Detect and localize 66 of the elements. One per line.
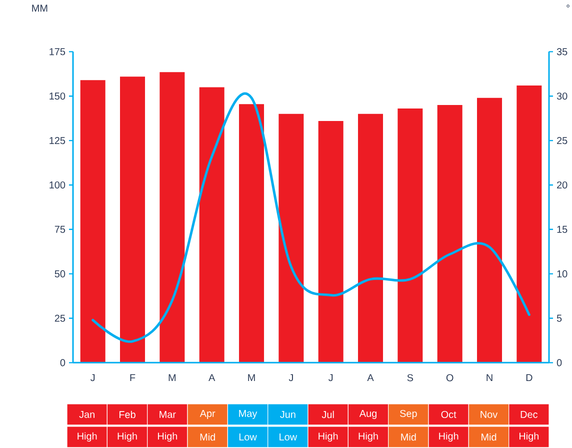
category-label: Apr bbox=[200, 410, 216, 419]
text: Mid bbox=[482, 433, 496, 441]
bar bbox=[239, 104, 264, 363]
text: High bbox=[118, 432, 137, 442]
x-tick-label: S bbox=[407, 374, 414, 382]
text: High bbox=[318, 432, 338, 442]
bar bbox=[437, 105, 462, 363]
y-tick-label: 150 bbox=[50, 92, 66, 100]
y-axis-title: MM bbox=[32, 4, 48, 12]
y2-tick-label: 35 bbox=[556, 48, 568, 56]
text: Mid bbox=[401, 433, 416, 441]
text: High bbox=[519, 432, 539, 442]
x-tick-label: O bbox=[446, 374, 454, 382]
y2-tick-label: 25 bbox=[557, 137, 568, 144]
bar bbox=[516, 85, 542, 363]
y-tick-label: 175 bbox=[50, 48, 66, 56]
text: Low bbox=[239, 434, 257, 440]
category-label: Mar bbox=[160, 411, 176, 418]
y-tick-label: 0 bbox=[60, 359, 66, 366]
y2-tick-label: 20 bbox=[557, 181, 568, 188]
y-tick-label: 100 bbox=[50, 181, 66, 188]
x-tick-label: F bbox=[130, 374, 136, 382]
bar bbox=[80, 80, 106, 363]
category-label: Dec bbox=[520, 411, 538, 418]
category-label: Feb bbox=[119, 410, 136, 418]
x-tick-label: D bbox=[526, 374, 532, 382]
category-label: Aug bbox=[359, 410, 376, 419]
x-tick-label: N bbox=[486, 374, 492, 382]
category-label: May bbox=[239, 410, 258, 419]
bar bbox=[120, 76, 146, 363]
bar bbox=[199, 87, 224, 363]
bar bbox=[358, 114, 384, 363]
text: Low bbox=[280, 434, 298, 440]
category-label: Jan bbox=[79, 411, 94, 418]
x-tick-label: A bbox=[367, 374, 374, 382]
y2-axis-title: ° bbox=[566, 4, 570, 8]
x-tick-label: J bbox=[90, 374, 95, 382]
category-label: Oct bbox=[441, 410, 456, 418]
y2-tick-label: 10 bbox=[557, 270, 568, 278]
y2-tick-label: 30 bbox=[556, 92, 568, 100]
category-label: Sep bbox=[400, 410, 417, 419]
text: High bbox=[358, 432, 378, 442]
bar bbox=[398, 108, 423, 363]
x-tick-label: J bbox=[288, 374, 293, 382]
x-tick-label: J bbox=[328, 374, 333, 382]
y2-tick-label: 15 bbox=[557, 226, 568, 233]
category-label: Jul bbox=[322, 410, 334, 418]
bar bbox=[278, 114, 304, 363]
y-tick-label: 50 bbox=[54, 270, 66, 278]
text: Mid bbox=[200, 433, 215, 441]
bar bbox=[477, 98, 502, 363]
x-tick-label: M bbox=[168, 374, 176, 382]
bar bbox=[160, 72, 185, 363]
y2-tick-label: 0 bbox=[556, 359, 562, 366]
y-tick-label: 75 bbox=[54, 226, 66, 233]
category-label: Jun bbox=[280, 411, 296, 418]
text: High bbox=[158, 432, 178, 442]
text: High bbox=[78, 432, 97, 442]
y-tick-label: 25 bbox=[54, 314, 66, 322]
y2-tick-label: 5 bbox=[556, 314, 562, 322]
bar bbox=[318, 120, 344, 363]
x-tick-label: A bbox=[208, 374, 216, 382]
y-tick-label: 125 bbox=[50, 137, 66, 144]
category-label: Nov bbox=[480, 411, 498, 418]
text: High bbox=[439, 432, 458, 442]
x-tick-label: M bbox=[248, 374, 255, 382]
